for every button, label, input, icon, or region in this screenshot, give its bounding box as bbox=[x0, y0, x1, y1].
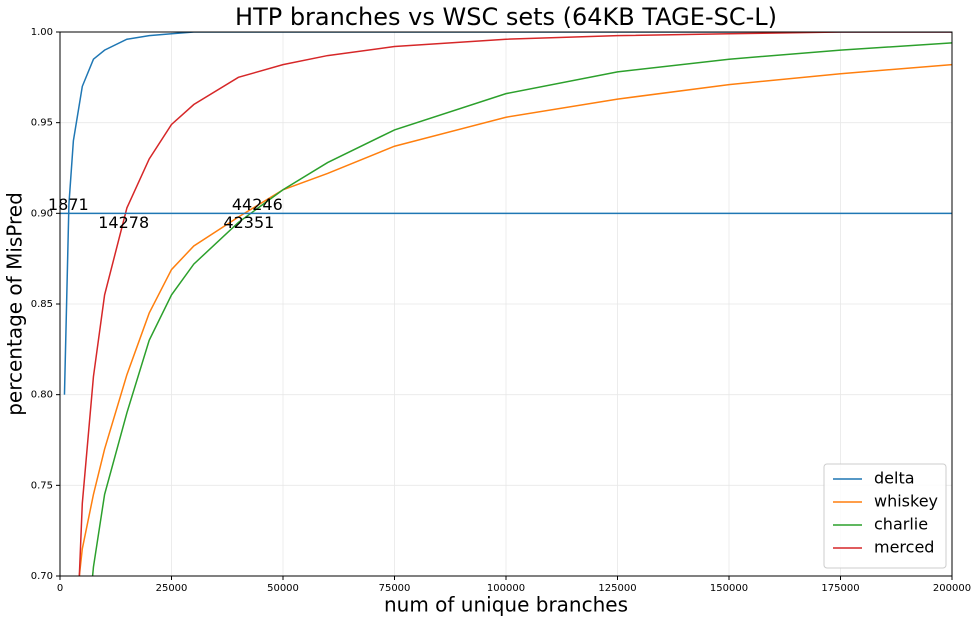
x-tick-label: 25000 bbox=[156, 583, 188, 594]
legend-label: merced bbox=[874, 538, 934, 557]
x-tick-label: 200000 bbox=[933, 583, 971, 594]
annotation: 1871 bbox=[48, 195, 89, 214]
x-tick-label: 75000 bbox=[379, 583, 411, 594]
y-tick-label: 0.70 bbox=[31, 571, 53, 582]
legend-label: charlie bbox=[874, 515, 928, 534]
annotation: 14278 bbox=[98, 213, 149, 232]
x-axis-label: num of unique branches bbox=[384, 593, 628, 617]
plot-area bbox=[60, 32, 952, 576]
legend-label: delta bbox=[874, 469, 915, 488]
annotation: 44246 bbox=[232, 195, 283, 214]
series-line bbox=[91, 42, 952, 576]
y-tick-label: 0.95 bbox=[31, 118, 53, 129]
series-line bbox=[78, 32, 952, 576]
legend-label: whiskey bbox=[874, 492, 938, 511]
y-tick-label: 0.85 bbox=[31, 299, 53, 310]
x-tick-label: 0 bbox=[57, 583, 63, 594]
y-tick-label: 0.90 bbox=[31, 208, 53, 219]
series-line bbox=[63, 32, 952, 395]
legend-box bbox=[823, 463, 947, 569]
x-tick-label: 100000 bbox=[487, 583, 525, 594]
x-tick-label: 150000 bbox=[710, 583, 748, 594]
series-line bbox=[78, 63, 952, 576]
x-tick-label: 125000 bbox=[598, 583, 636, 594]
x-tick-label: 50000 bbox=[267, 583, 299, 594]
y-tick-label: 1.00 bbox=[31, 27, 53, 38]
x-tick-label: 175000 bbox=[821, 583, 859, 594]
chart-title: HTP branches vs WSC sets (64KB TAGE-SC-L… bbox=[235, 3, 777, 31]
legend: delta whiskey charlie merced bbox=[823, 463, 947, 569]
y-axis-label: percentage of MisPred bbox=[3, 192, 27, 416]
frame bbox=[59, 31, 953, 577]
annotation: 42351 bbox=[223, 213, 274, 232]
y-tick-label: 0.75 bbox=[31, 480, 53, 491]
y-tick-label: 0.80 bbox=[31, 390, 53, 401]
